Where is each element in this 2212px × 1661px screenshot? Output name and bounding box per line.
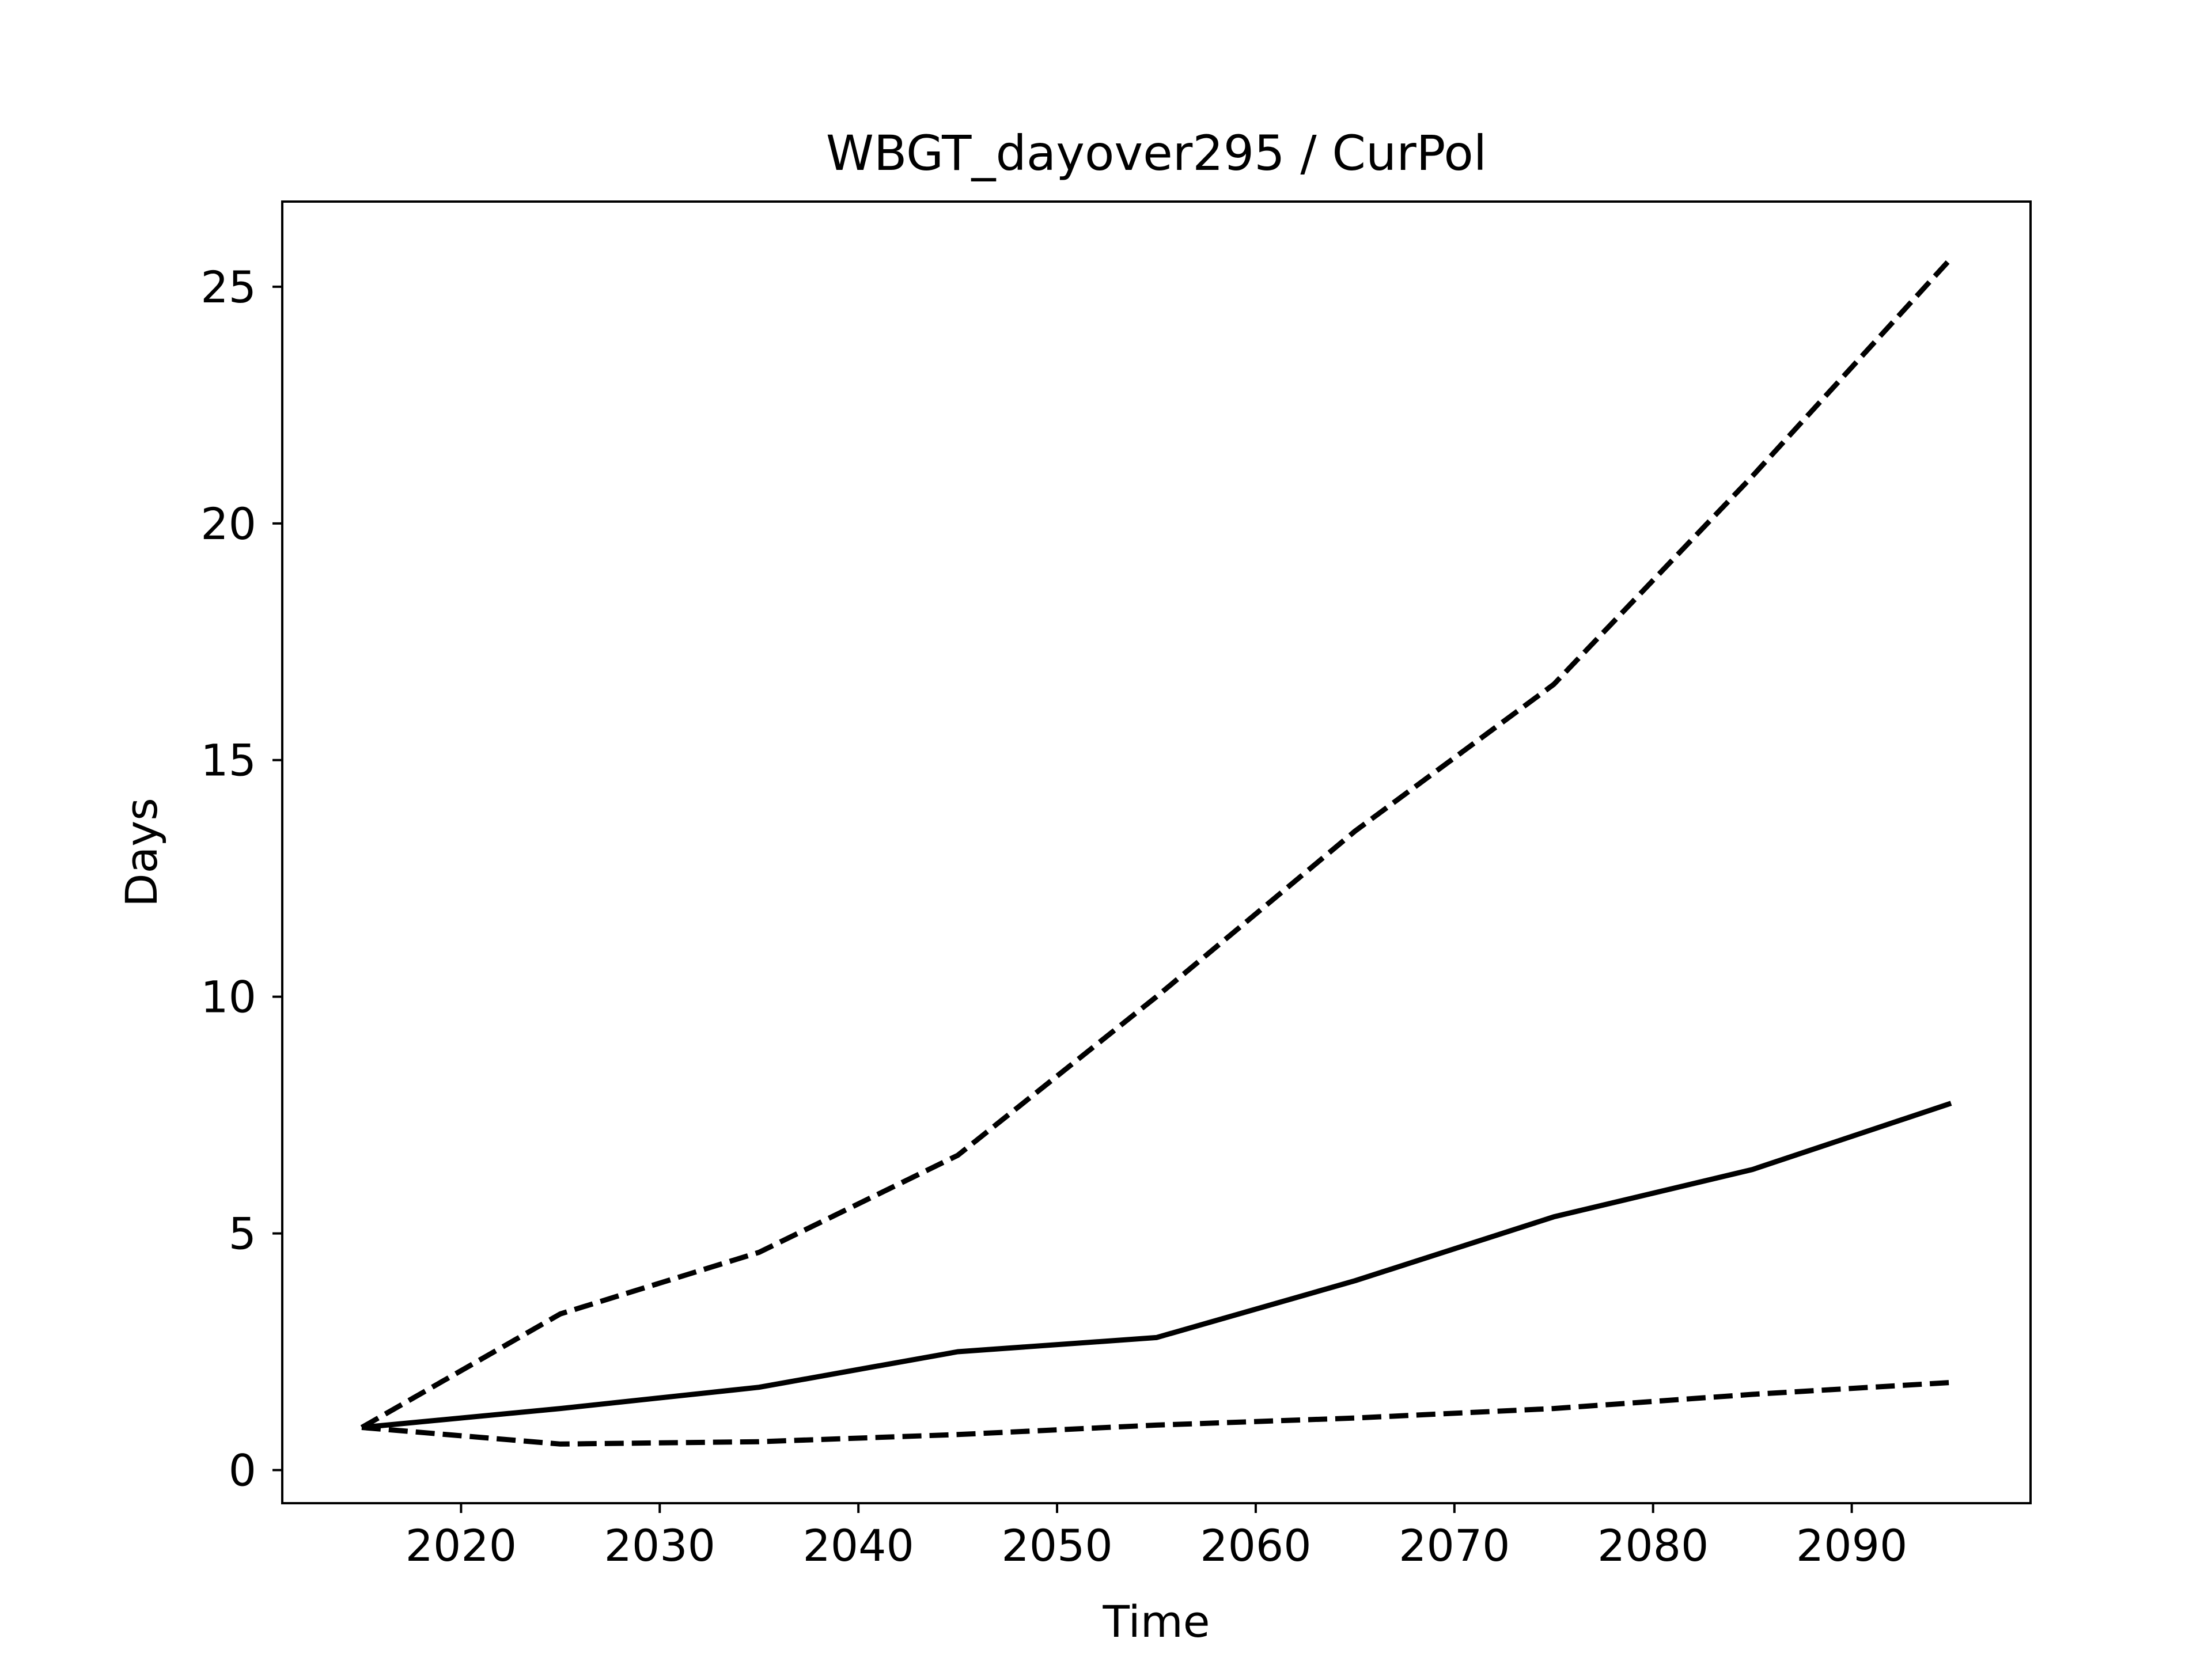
- y-tick-label: 20: [200, 498, 256, 549]
- x-tick-label: 2050: [1001, 1520, 1112, 1571]
- y-tick-label: 5: [229, 1208, 256, 1260]
- x-tick-label: 2070: [1399, 1520, 1510, 1571]
- x-tick-label: 2030: [604, 1520, 715, 1571]
- x-tick-label: 2060: [1200, 1520, 1311, 1571]
- series-line-2: [360, 256, 1953, 1430]
- x-tick-label: 2040: [802, 1520, 914, 1571]
- y-tick-label: 10: [200, 972, 256, 1023]
- y-axis-label: Days: [116, 798, 167, 907]
- chart-marks: [360, 256, 1953, 1447]
- chart-title: WBGT_dayover295 / CurPol: [826, 125, 1487, 181]
- y-tick-label: 0: [229, 1444, 256, 1496]
- x-tick-label: 2090: [1796, 1520, 1907, 1571]
- x-tick-label: 2020: [406, 1520, 517, 1571]
- series-line-1: [361, 1101, 1952, 1430]
- y-tick-label: 25: [200, 261, 256, 313]
- axis-ticks: 2020 2030 2040 2050 2060 2070 2080 2090 0 5 10 15 20…: [200, 261, 1907, 1571]
- series-line-3: [361, 1379, 1952, 1447]
- y-tick-label: 15: [200, 735, 256, 786]
- plot-frame: [281, 200, 2032, 1504]
- x-axis-label: Time: [1103, 1596, 1210, 1647]
- x-tick-label: 2080: [1597, 1520, 1709, 1571]
